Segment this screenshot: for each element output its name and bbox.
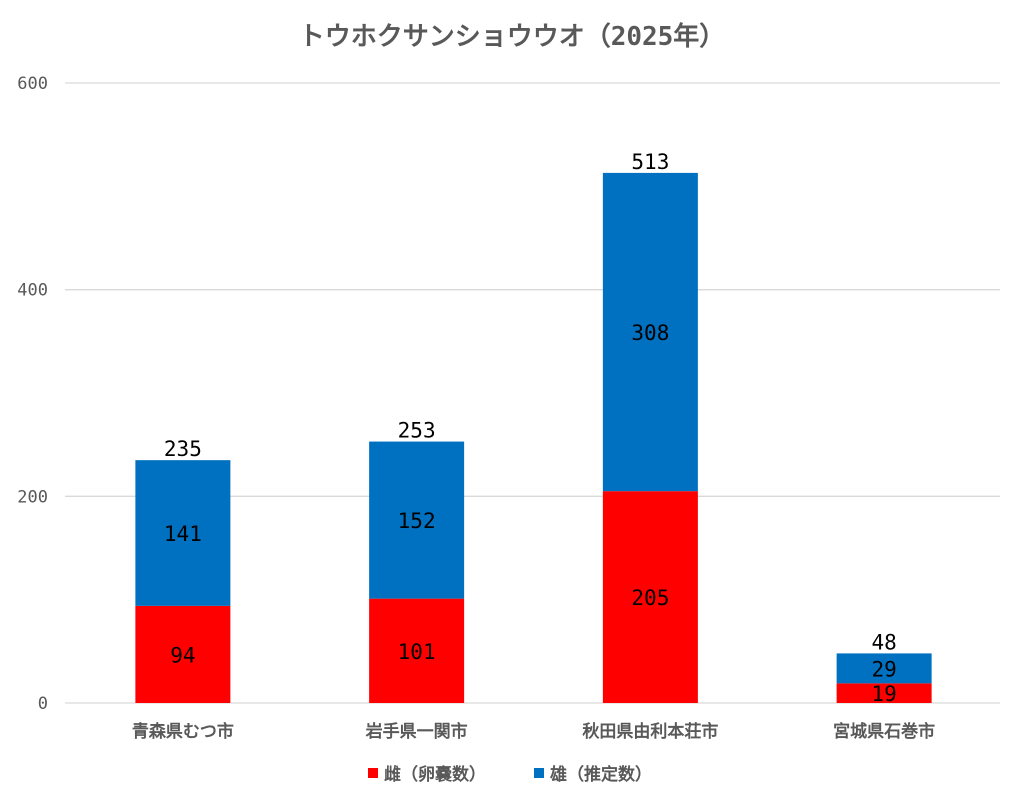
y-tick-label: 0 xyxy=(38,694,48,714)
bar-segment xyxy=(135,460,231,606)
bar-segment xyxy=(602,491,698,703)
x-tick-label: 宮城県石巻市 xyxy=(833,721,935,742)
data-label: 19 xyxy=(871,682,896,706)
data-label: 94 xyxy=(170,643,195,667)
legend-label: 雄（推定数） xyxy=(549,764,652,785)
bar-segment xyxy=(836,683,932,703)
total-label: 235 xyxy=(164,437,202,461)
chart-title: トウホクサンショウウオ（2025年） xyxy=(299,21,726,52)
data-label: 101 xyxy=(398,640,436,664)
y-tick-label: 200 xyxy=(17,487,48,507)
data-label: 141 xyxy=(164,522,202,546)
x-tick-label: 秋田県由利本荘市 xyxy=(582,721,718,742)
bar-segment xyxy=(369,441,465,599)
total-label: 513 xyxy=(631,150,669,174)
legend-swatch xyxy=(368,768,378,778)
data-label: 152 xyxy=(398,509,436,533)
y-tick-label: 400 xyxy=(17,281,48,301)
y-tick-label: 600 xyxy=(17,74,48,94)
bar-segment xyxy=(135,605,231,703)
total-label: 48 xyxy=(871,630,896,654)
data-label: 308 xyxy=(631,321,669,345)
legend-label: 雌（卵嚢数） xyxy=(384,764,486,785)
total-label: 253 xyxy=(398,419,436,443)
data-label: 29 xyxy=(871,657,896,681)
x-tick-label: 青森県むつ市 xyxy=(132,721,234,742)
data-label: 205 xyxy=(631,586,669,610)
bar-segment xyxy=(836,653,932,684)
legend-swatch xyxy=(534,768,544,778)
bar-segment xyxy=(369,598,465,703)
bar-segment xyxy=(602,172,698,492)
x-tick-label: 岩手県一関市 xyxy=(365,721,468,742)
